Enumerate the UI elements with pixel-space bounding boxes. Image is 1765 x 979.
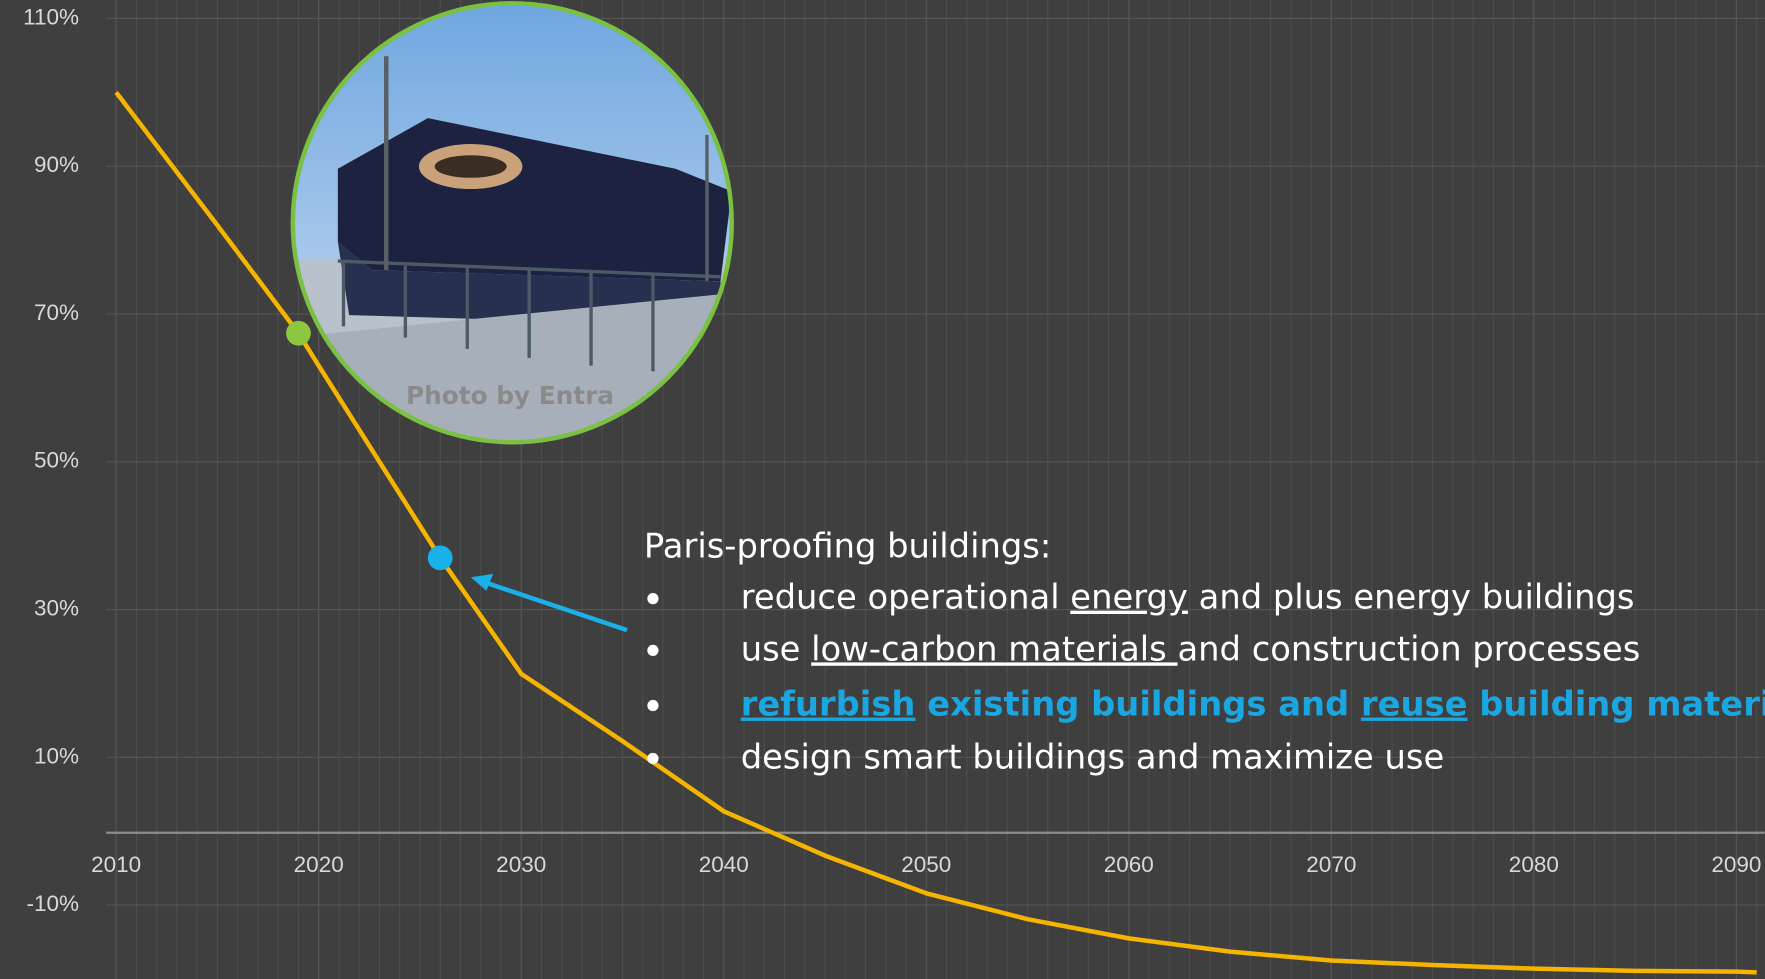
- bullet-segment: and plus energy buildings: [1188, 577, 1635, 616]
- page: Photo by Entra Paris-proofing buildings:…: [0, 0, 1765, 979]
- bullet-segment: and construction processes: [1177, 629, 1640, 668]
- x-tick-label: 2080: [1509, 852, 1559, 877]
- x-tick-label: 2030: [496, 852, 546, 877]
- y-tick-label: 70%: [34, 300, 79, 325]
- x-tick-label: 2070: [1306, 852, 1356, 877]
- bullet-segment: reuse: [1361, 684, 1468, 723]
- x-tick-label: 2050: [901, 852, 951, 877]
- bullet-segment: energy: [1070, 577, 1188, 616]
- bullet-text: reduce operational energy and plus energ…: [741, 577, 1635, 616]
- highlight-point: [286, 321, 311, 346]
- bullet-text: refurbish existing buildings and reuse b…: [741, 684, 1765, 723]
- chart: Photo by Entra Paris-proofing buildings:…: [0, 0, 1765, 979]
- y-tick-label: 90%: [34, 152, 79, 177]
- y-tick-label: 110%: [23, 4, 79, 29]
- x-tick-label: 2020: [294, 852, 344, 877]
- y-tick-label: -10%: [27, 891, 80, 916]
- bullet-text: design smart buildings and maximize use: [741, 737, 1445, 776]
- bullet-segment: refurbish: [741, 684, 916, 723]
- x-tick-label: 2010: [91, 852, 141, 877]
- x-tick-label: 2090: [1711, 852, 1761, 877]
- annotation-title: Paris-proofing buildings:: [644, 527, 1051, 566]
- x-tick-label: 2040: [699, 852, 749, 877]
- bullet-segment: use: [741, 629, 811, 668]
- bullet-segment: existing buildings and: [915, 684, 1361, 723]
- x-tick-label: 2060: [1104, 852, 1154, 877]
- bullet: [647, 753, 658, 764]
- bullet-segment: building materials: [1467, 684, 1765, 723]
- bullet-text: use low-carbon materials and constructio…: [741, 629, 1641, 668]
- y-tick-label: 10%: [34, 743, 79, 768]
- y-tick-label: 30%: [34, 596, 79, 621]
- bullet-segment: low-carbon materials: [811, 629, 1177, 668]
- bullet: [647, 645, 658, 656]
- photo-credit: Photo by Entra: [406, 381, 614, 410]
- bullet-segment: design smart buildings and maximize use: [741, 737, 1445, 776]
- highlight-point: [428, 545, 453, 570]
- bullet: [647, 593, 658, 604]
- bullet: [647, 700, 658, 711]
- y-tick-label: 50%: [34, 448, 79, 473]
- bullet-segment: reduce operational: [741, 577, 1071, 616]
